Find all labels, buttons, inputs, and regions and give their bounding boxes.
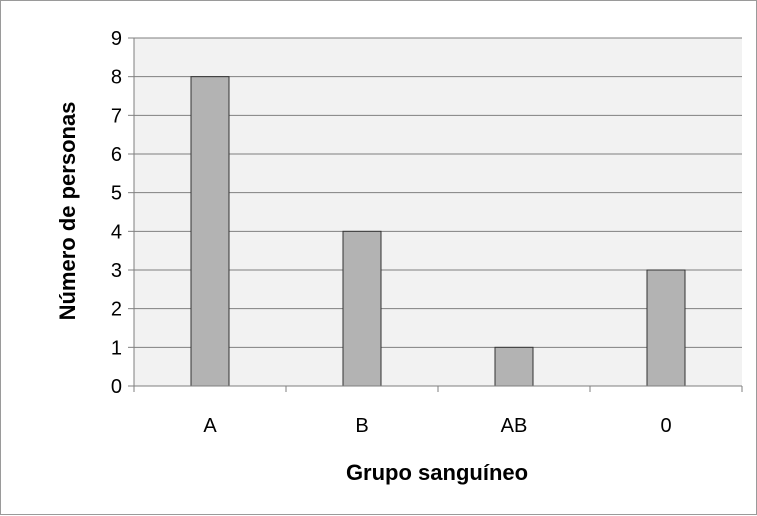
y-tick-label: 3 [111,260,122,282]
y-tick-label: 8 [111,67,122,89]
y-tick-label: 1 [111,337,122,359]
x-tick-label: AB [501,415,528,437]
gridlines [134,37,742,348]
plot-background [134,38,742,386]
x-axis-title: Grupo sanguíneo [346,460,528,485]
y-tick-label: 7 [111,105,122,127]
y-tick-label: 5 [111,183,122,205]
y-tick-labels: 0 1 2 3 4 5 6 7 8 9 [111,28,122,398]
y-tick-label: 0 [111,376,122,398]
y-tick-label: 9 [111,28,122,50]
x-tick-label: A [203,415,217,437]
y-tick-label: 2 [111,299,122,321]
bars [190,76,686,387]
x-tick-label: B [355,415,368,437]
y-tick-label: 6 [111,144,122,166]
bar-b [342,230,382,387]
bar-ab [494,346,534,387]
axes [128,37,743,392]
bar-a [190,76,230,387]
y-tick-label: 4 [111,221,122,243]
bar-0 [646,269,686,387]
plot-area [134,38,742,386]
x-tick-label: 0 [660,415,671,437]
y-axis-title: Número de personas [55,102,80,321]
x-tick-labels: A B AB 0 [203,415,671,437]
